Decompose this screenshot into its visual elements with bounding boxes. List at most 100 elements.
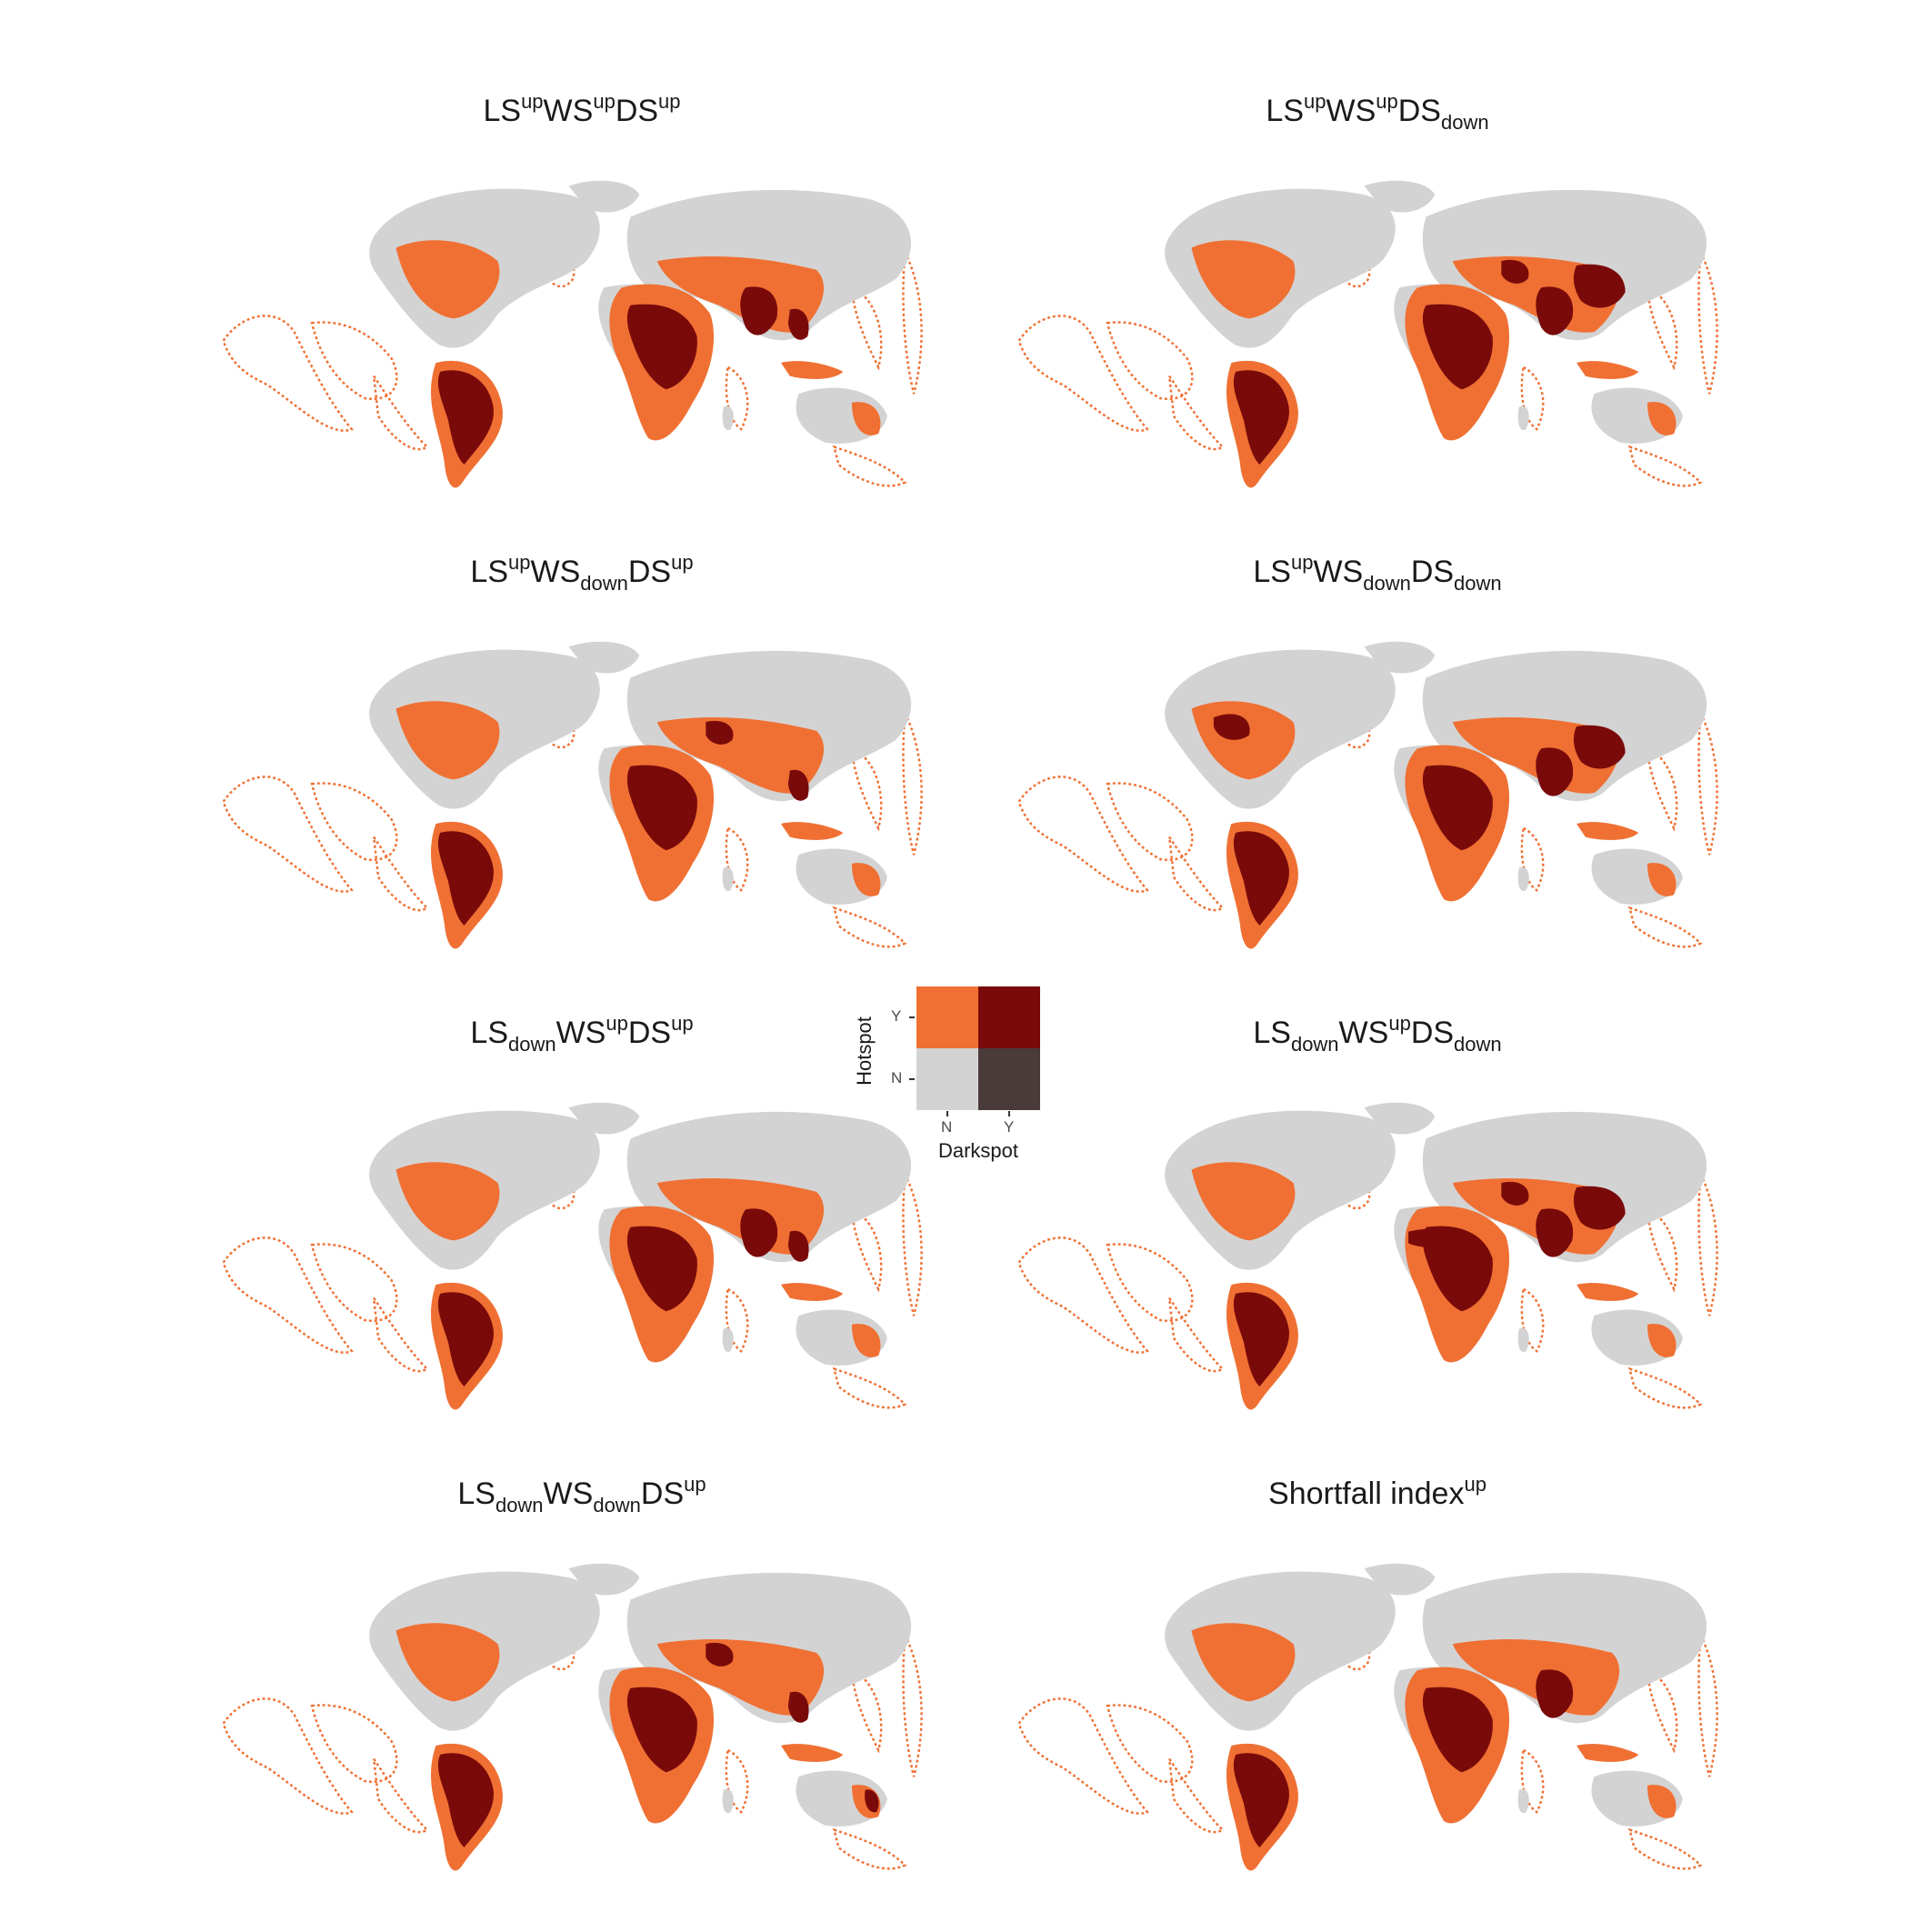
marine-region-outline <box>1627 906 1703 948</box>
hotspot-region <box>1647 863 1677 896</box>
marine-region-outline <box>1646 285 1678 371</box>
marine-region-outline <box>372 1758 429 1834</box>
hotspot-region <box>1647 1785 1677 1818</box>
hot-dark-region-south-america <box>1233 1292 1289 1387</box>
hot-dark-region-central-africa <box>1422 304 1493 390</box>
world-map <box>222 180 923 488</box>
marine-region-outline <box>1646 1668 1678 1754</box>
legend-x-tick-label: Y <box>1004 1118 1015 1136</box>
panel-title: LSupWSupDSup <box>483 90 681 129</box>
marine-region-outline <box>832 906 907 948</box>
hotspot-region <box>1452 1639 1620 1716</box>
marine-region-outline <box>372 836 429 912</box>
map-panel: LSupWSdownDSdown <box>977 497 1777 952</box>
marine-region-outline <box>1697 247 1718 395</box>
marine-region-outline <box>1167 375 1225 451</box>
hotspot-region <box>1577 1283 1639 1301</box>
marine-region-outline <box>902 708 923 856</box>
marine-region-outline <box>1106 1704 1194 1783</box>
legend-cell-hot-and-dark <box>978 986 1040 1048</box>
marine-region-outline <box>725 1287 749 1353</box>
marine-region-outline <box>1646 746 1678 832</box>
world-map <box>222 1563 923 1871</box>
land-greenland <box>568 1102 640 1135</box>
hot-dark-region-southeast-asia <box>787 1691 809 1723</box>
marine-region-outline <box>850 1668 883 1754</box>
marine-region-outline <box>1646 1207 1678 1293</box>
hot-dark-region-southeast-asia <box>787 308 809 340</box>
legend-cell-hotspot-only <box>916 986 978 1048</box>
marine-region-outline <box>310 1704 398 1783</box>
hotspot-region <box>656 717 825 794</box>
land-greenland <box>1364 180 1436 213</box>
marine-region-outline <box>310 1243 398 1322</box>
legend-y-tick-mark <box>909 1078 915 1080</box>
legend-y-title: Hotspot <box>853 1016 876 1086</box>
hot-dark-region-india <box>740 1208 778 1257</box>
hot-dark-region-south-america <box>1233 831 1289 926</box>
hotspot-region <box>656 256 825 333</box>
hotspot-region <box>656 1178 825 1255</box>
world-map <box>1017 1102 1718 1410</box>
map-panel: LSdownWSdownDSup <box>182 1419 982 1874</box>
marine-region-outline <box>832 445 907 487</box>
hot-dark-region-south-america <box>1233 370 1289 465</box>
land-madagascar <box>722 866 734 892</box>
panel-title: LSdownWSdownDSup <box>457 1473 706 1517</box>
hot-dark-region-central-africa <box>626 304 697 390</box>
map-panel: LSdownWSupDSup <box>182 958 982 1413</box>
hot-dark-region-central-africa <box>1422 1687 1493 1773</box>
hotspot-region <box>781 1283 844 1301</box>
hotspot-region <box>1191 1623 1296 1702</box>
hotspot-region <box>395 1623 500 1702</box>
marine-region-outline <box>1520 1748 1545 1814</box>
land-madagascar <box>1517 1327 1529 1353</box>
marine-region-outline <box>1167 836 1225 912</box>
map-panel: LSupWSupDSup <box>182 36 982 491</box>
marine-region-outline <box>310 321 398 400</box>
hot-dark-region-india <box>1536 286 1574 335</box>
world-map <box>222 641 923 949</box>
hotspot-region <box>851 1324 881 1357</box>
hotspot-region <box>395 701 500 780</box>
legend-y-tick-label: N <box>891 1069 903 1086</box>
marine-region-outline <box>902 247 923 395</box>
marine-region-outline <box>1106 321 1194 400</box>
marine-region-outline <box>832 1366 907 1409</box>
hot-dark-region-central-africa <box>626 765 697 851</box>
map-panel: LSdownWSupDSdown <box>977 958 1777 1413</box>
legend-y-tick-label: Y <box>891 1007 902 1025</box>
marine-region-outline <box>222 1697 354 1815</box>
marine-region-outline <box>1017 776 1149 893</box>
hotspot-region <box>1647 1324 1677 1357</box>
hot-dark-region-south-america <box>437 831 494 926</box>
legend-x-tick-mark <box>946 1111 948 1116</box>
hot-dark-region-india <box>1536 1669 1574 1718</box>
panel-title: LSupWSupDSdown <box>1266 90 1489 134</box>
hot-dark-region-india <box>1536 1208 1574 1257</box>
hotspot-region <box>1577 361 1639 379</box>
land-madagascar <box>722 1788 734 1814</box>
legend-x-tick-label: N <box>941 1118 953 1136</box>
land-greenland <box>568 180 640 213</box>
hot-dark-region-usa-midwest <box>1213 714 1250 740</box>
panel-title: LSupWSdownDSup <box>470 551 694 595</box>
hot-dark-region-south-america <box>437 370 494 465</box>
hotspot-region <box>1577 822 1639 840</box>
panel-title: LSdownWSupDSup <box>470 1012 694 1056</box>
hot-dark-region-india <box>1536 747 1574 796</box>
bivariate-legend: Y N N Y Hotspot Darkspot <box>836 968 1055 1186</box>
hot-dark-region-south-america <box>1233 1753 1289 1848</box>
land-greenland <box>568 1563 640 1596</box>
marine-region-outline <box>372 1297 429 1373</box>
marine-region-outline <box>372 375 429 451</box>
marine-region-outline <box>850 285 883 371</box>
legend-y-tick-mark <box>909 1016 915 1018</box>
hot-dark-region-china <box>1573 1186 1626 1230</box>
marine-region-outline <box>310 782 398 861</box>
marine-region-outline <box>850 1207 883 1293</box>
hot-dark-region-central-africa <box>1422 765 1493 851</box>
hot-dark-region-middle-east <box>1501 1181 1529 1206</box>
marine-region-outline <box>1167 1758 1225 1834</box>
hot-dark-region-south-america <box>437 1753 494 1848</box>
